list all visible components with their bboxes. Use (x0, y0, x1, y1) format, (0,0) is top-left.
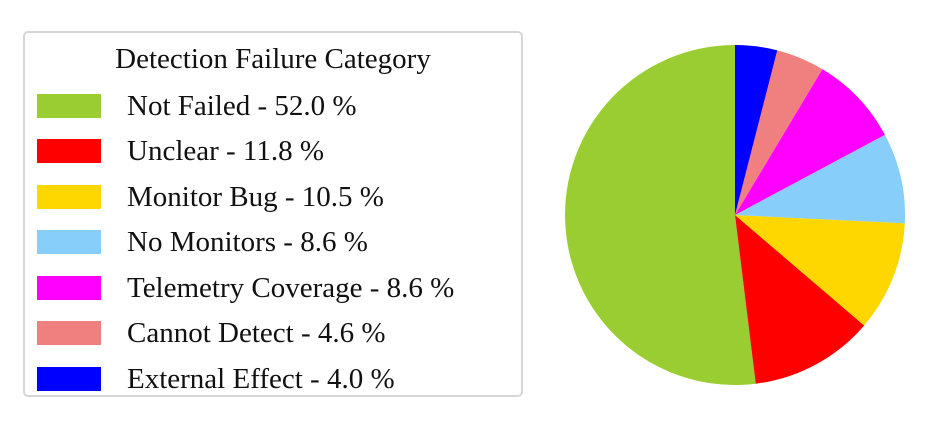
legend-swatch-external-effect (37, 366, 101, 391)
legend-label-cannot-detect: Cannot Detect - 4.6 % (127, 317, 386, 350)
legend: Detection Failure Category Not Failed - … (23, 31, 523, 397)
pie-slice-no-monitors (735, 134, 906, 224)
pie-slice-unclear (735, 215, 865, 384)
legend-label-no-monitors: No Monitors - 8.6 % (127, 226, 368, 259)
pie-slices (565, 45, 906, 386)
pie-slice-external-effect (735, 45, 778, 215)
pie-slice-monitor-bug (735, 215, 905, 326)
legend-item-external-effect: External Effect - 4.0 % (37, 356, 454, 402)
legend-item-monitor-bug: Monitor Bug - 10.5 % (37, 174, 454, 220)
legend-swatch-not-failed (37, 93, 101, 118)
legend-label-unclear: Unclear - 11.8 % (127, 135, 325, 168)
legend-item-not-failed: Not Failed - 52.0 % (37, 83, 454, 129)
legend-item-no-monitors: No Monitors - 8.6 % (37, 220, 454, 266)
pie-slice-cannot-detect (735, 50, 823, 215)
pie-slice-telemetry-coverage (735, 69, 885, 215)
legend-swatch-unclear (37, 139, 101, 164)
legend-label-telemetry-coverage: Telemetry Coverage - 8.6 % (127, 271, 455, 304)
legend-item-unclear: Unclear - 11.8 % (37, 129, 454, 175)
legend-label-monitor-bug: Monitor Bug - 10.5 % (127, 180, 384, 213)
legend-swatch-monitor-bug (37, 184, 101, 209)
legend-swatch-no-monitors (37, 230, 101, 255)
pie-slice-not-failed (565, 45, 756, 386)
legend-item-telemetry-coverage: Telemetry Coverage - 8.6 % (37, 265, 454, 311)
legend-swatch-telemetry-coverage (37, 275, 101, 300)
legend-title: Detection Failure Category (115, 43, 431, 75)
legend-label-not-failed: Not Failed - 52.0 % (127, 89, 357, 122)
legend-list: Not Failed - 52.0 % Unclear - 11.8 % Mon… (37, 83, 454, 402)
legend-swatch-cannot-detect (37, 321, 101, 346)
legend-label-external-effect: External Effect - 4.0 % (127, 362, 395, 395)
legend-item-cannot-detect: Cannot Detect - 4.6 % (37, 311, 454, 357)
